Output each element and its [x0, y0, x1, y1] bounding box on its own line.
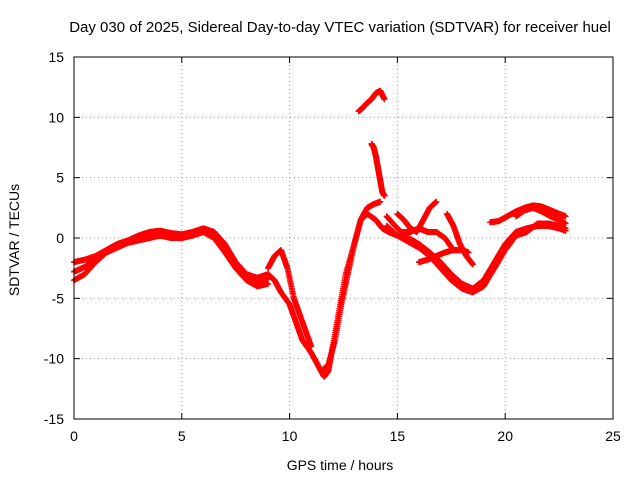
series-track-5: [318, 198, 384, 374]
data-point: [381, 96, 388, 103]
data-points: [71, 87, 569, 380]
y-tick-label: -10: [44, 351, 64, 367]
x-tick-label: 25: [605, 428, 621, 444]
series-track-13: [443, 210, 476, 268]
data-point: [377, 198, 384, 205]
x-axis-label: GPS time / hours: [287, 457, 394, 473]
axes: 0 5 10 15 20 25 -15 -10 -5 0 5 10 15: [44, 49, 621, 444]
data-point: [562, 220, 569, 227]
data-point: [265, 276, 272, 283]
series-track-9: [383, 220, 569, 296]
series-track-3: [71, 226, 272, 285]
data-point: [433, 198, 440, 205]
data-point: [381, 192, 388, 199]
y-axis-label: SDTVAR / TECUs: [6, 184, 22, 296]
y-tick-label: 0: [56, 230, 64, 246]
series-track-7: [368, 140, 388, 199]
x-tick-label: 15: [390, 428, 406, 444]
y-tick-label: 15: [48, 49, 64, 65]
y-tick-label: -5: [52, 290, 65, 306]
y-tick-label: 5: [56, 170, 64, 186]
x-tick-label: 5: [178, 428, 186, 444]
x-tick-label: 0: [70, 428, 78, 444]
series-track-1: [71, 210, 401, 380]
chart-title: Day 030 of 2025, Sidereal Day-to-day VTE…: [69, 19, 611, 36]
series-track-4: [265, 247, 315, 350]
y-tick-label: 10: [48, 109, 64, 125]
y-tick-label: -15: [44, 411, 64, 427]
x-tick-label: 10: [282, 428, 298, 444]
series-track-15: [512, 204, 569, 227]
data-point: [308, 343, 315, 350]
data-point: [562, 213, 569, 220]
data-point: [469, 261, 476, 268]
x-tick-label: 20: [497, 428, 513, 444]
series-track-6: [355, 87, 388, 115]
